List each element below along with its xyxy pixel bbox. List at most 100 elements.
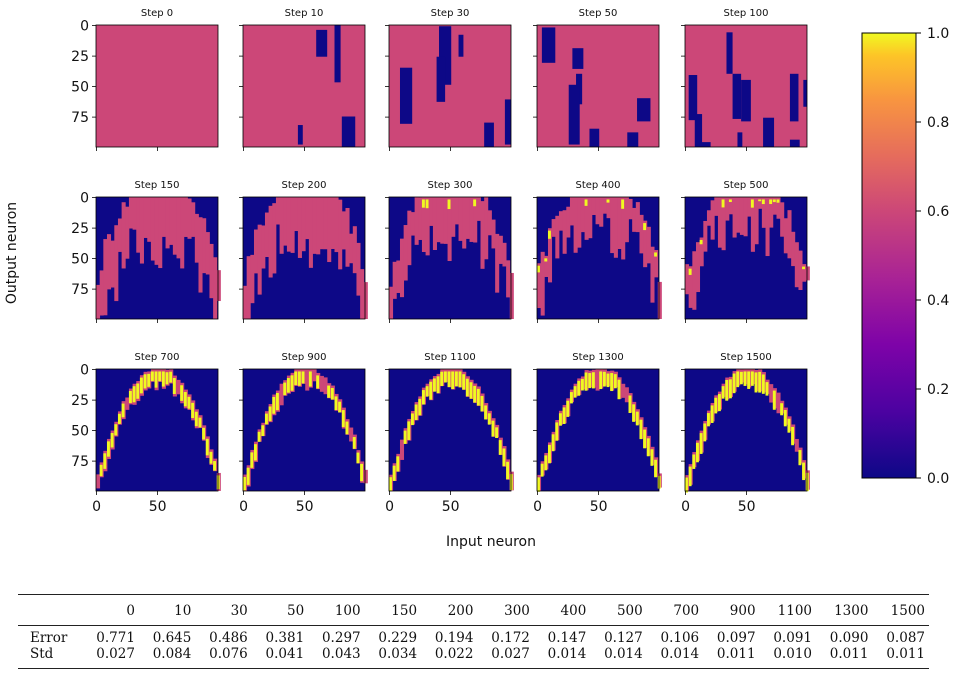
table-cell: 0.011	[872, 646, 929, 669]
heatmap-cell-block	[628, 395, 632, 414]
heatmap-cell-block	[205, 232, 210, 275]
heatmap-cell-block	[780, 403, 784, 416]
panel-frame	[388, 196, 512, 320]
heatmap-cell-block	[421, 197, 426, 252]
heatmap-cell-block	[202, 427, 206, 440]
heatmap-cell-block	[440, 371, 444, 387]
heatmap-cell-block	[172, 197, 177, 255]
heatmap-cell-block	[703, 220, 708, 252]
heatmap-cell-block	[117, 218, 123, 252]
heatmap-cell-block	[732, 373, 736, 394]
heatmap-cell-block	[106, 234, 112, 290]
heatmap-background	[537, 25, 659, 147]
heatmap-cell-block	[301, 371, 305, 384]
heatmap-cell-block	[566, 400, 570, 417]
panel-frame	[536, 24, 660, 148]
heatmap-cell-block	[606, 373, 610, 388]
heatmap-cell-block	[728, 199, 732, 203]
heatmap-cell-block	[425, 197, 430, 256]
heatmap-cell-block	[272, 396, 276, 414]
heatmap-cell-block	[301, 197, 306, 252]
heatmap-cell-block	[639, 214, 644, 254]
heatmap-cell-block	[721, 197, 726, 251]
heatmap-cell-block	[161, 371, 165, 387]
heatmap-cell-block	[272, 203, 277, 274]
table-cell: 0.172	[477, 625, 534, 646]
heatmap-cell-block	[726, 32, 733, 74]
heatmap-cell-block	[425, 386, 429, 397]
heatmap-cell-block	[761, 197, 766, 228]
heatmap-cell-block	[484, 197, 489, 260]
table-column-header: 100	[308, 594, 365, 626]
heatmap-cell-block	[334, 25, 341, 83]
heatmap-panel: Step 700 0 25 50 75 0 50	[71, 352, 221, 515]
y-tick-label: 25	[71, 393, 89, 409]
heatmap-cell-block	[283, 382, 287, 396]
heatmap-cell-block	[739, 197, 744, 235]
heatmap-cell-block	[621, 197, 626, 260]
heatmap-cell-block	[323, 377, 328, 395]
heatmap-cell-block	[763, 117, 775, 147]
table-cell: 0.041	[251, 646, 309, 669]
heatmap-cell-block	[469, 382, 473, 399]
heatmap-cell-block	[279, 197, 284, 254]
x-tick-label: 0	[92, 499, 101, 515]
heatmap-cell-block	[290, 375, 294, 391]
heatmap-cell-block	[754, 197, 759, 245]
heatmap-cell-block	[758, 199, 762, 202]
panel-title: Step 1500	[720, 352, 771, 363]
heatmap-cell-block	[414, 404, 418, 421]
panel-title: Step 900	[281, 352, 326, 363]
heatmap-cell-block	[268, 406, 272, 422]
heatmap-cell-block	[436, 376, 440, 394]
heatmap-cell-block	[356, 242, 361, 296]
table-row: Error 0.771 0.645 0.486 0.381 0.297 0.229 0.194…	[18, 625, 929, 646]
x-tick-label: 50	[738, 499, 756, 515]
heatmap-cell-block	[632, 404, 636, 422]
heatmap-cell-block	[392, 465, 396, 481]
heatmap-cell-block	[624, 387, 629, 403]
heatmap-cell-block	[96, 284, 101, 319]
y-tick-label: 75	[71, 110, 89, 126]
panel-frame	[95, 196, 219, 320]
table-cell: 0.034	[364, 646, 422, 669]
heatmap-cell-block	[769, 197, 774, 228]
heatmap-cell-block	[498, 235, 503, 264]
heatmap-cell-block	[341, 116, 356, 147]
heatmap-cell-block	[454, 197, 459, 225]
heatmap-cell-block	[436, 197, 441, 243]
heatmap-cell-block	[294, 197, 299, 232]
heatmap-cell-block	[577, 197, 582, 248]
heatmap-cell-block	[154, 197, 159, 265]
panel-frame	[536, 196, 660, 320]
heatmap-cell-block	[628, 198, 633, 220]
heatmap-cell-block	[685, 477, 688, 493]
panel-title: Step 30	[431, 8, 470, 19]
heatmap-cell-block	[544, 258, 548, 262]
heatmap-cell-block	[117, 413, 121, 424]
heatmap-cell-block	[110, 240, 115, 288]
heatmap-cell-block	[447, 197, 452, 262]
heatmap-cell-block	[250, 254, 255, 304]
heatmap-cell-block	[692, 251, 697, 310]
heatmap-cell-block	[551, 434, 555, 452]
heatmap-cell-block	[268, 205, 273, 278]
colorbar-gradient	[861, 32, 917, 479]
heatmap-cell-block	[650, 246, 655, 303]
panel-frame	[536, 368, 660, 492]
heatmap-cell-block	[637, 98, 651, 122]
heatmap-cell-block	[761, 374, 765, 394]
table-cell: 0.229	[364, 625, 422, 646]
heatmap-cell-block	[650, 449, 654, 466]
panel-title: Step 1300	[572, 352, 623, 363]
figure: Step 0 0 25 50 75 Step 10 Step 30 Step 50 Step 1…	[4, 8, 949, 550]
heatmap-cell-block	[688, 466, 692, 487]
heatmap-cell-block	[558, 211, 564, 231]
x-tick-label: 0	[239, 499, 248, 515]
heatmap-cell-block	[769, 199, 773, 205]
y-tick-label: 50	[71, 252, 89, 268]
heatmap-cell-block	[246, 467, 250, 485]
heatmap-cell-block	[327, 385, 331, 398]
heatmap-cell-block	[330, 388, 334, 400]
heatmap-panel: Step 300	[385, 180, 514, 323]
